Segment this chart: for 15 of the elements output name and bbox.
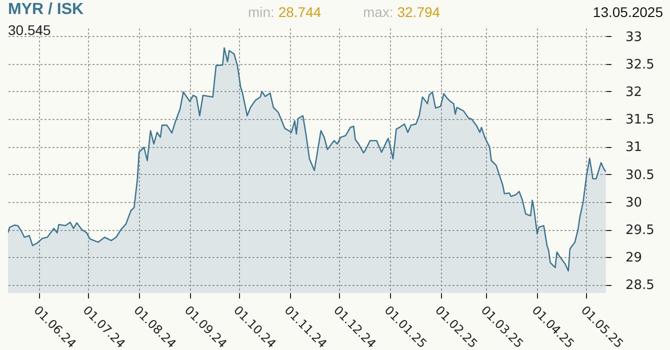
y-tick-label: 32	[626, 84, 642, 100]
y-tick-label: 31	[626, 140, 642, 156]
annotation: 30.545	[8, 22, 51, 38]
y-tick-label: 33	[626, 30, 642, 45]
y-tick-label: 30.5	[626, 168, 654, 183]
text: max: 32.794	[363, 4, 440, 20]
chart-title: MYR / ISK	[8, 1, 84, 19]
y-tick-label: 30	[626, 195, 642, 210]
text: 13.05.2025	[592, 4, 663, 20]
y-tick-label: 32.5	[626, 57, 654, 72]
y-tick-label: 28.5	[626, 278, 654, 294]
y-tick-label: 31.5	[626, 112, 654, 128]
y-tick-label: 29	[626, 250, 642, 266]
y-tick-label: 29.5	[626, 223, 654, 238]
text: min: 28.744	[248, 4, 322, 20]
